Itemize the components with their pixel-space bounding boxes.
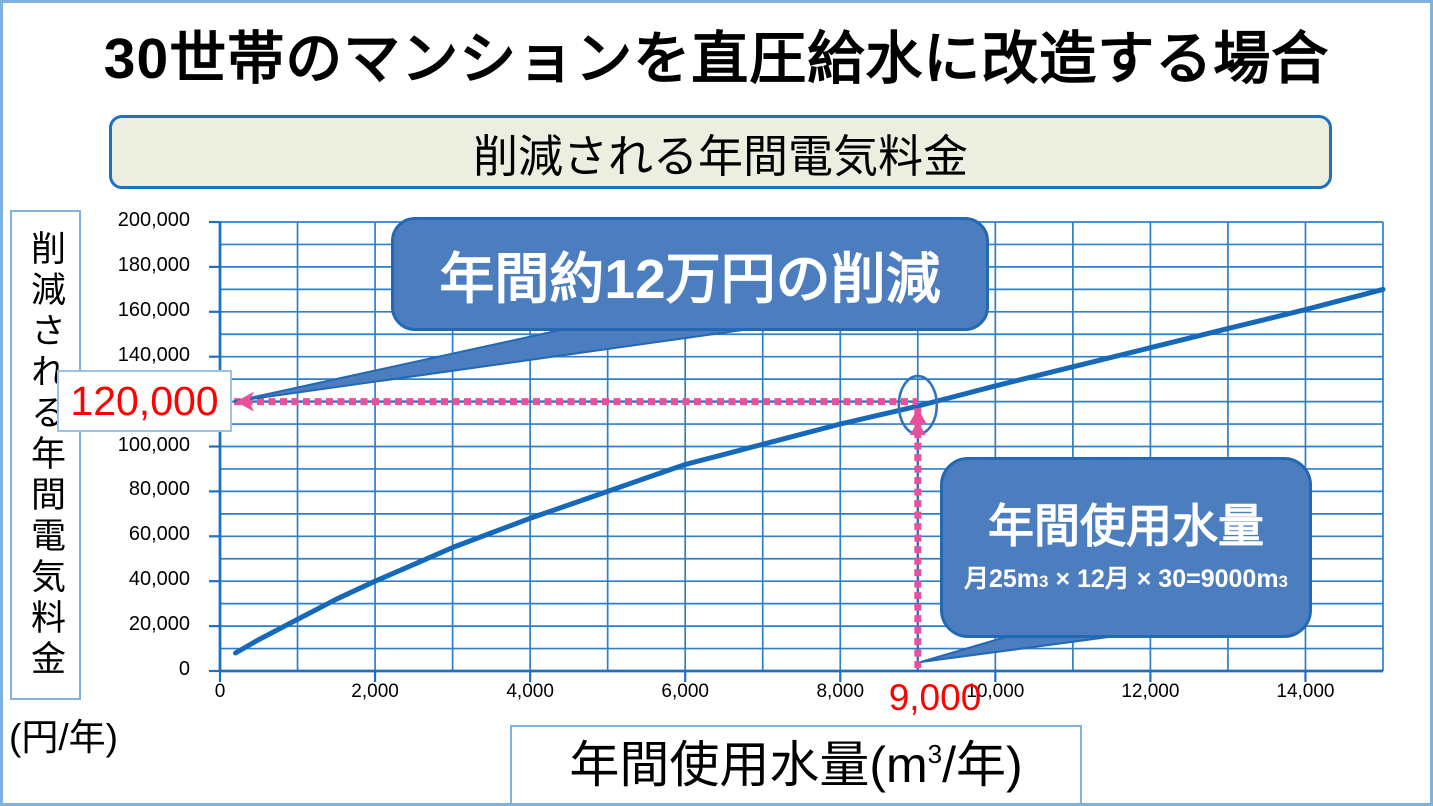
- saving-callout: 年間約12万円の削減: [391, 217, 989, 331]
- x-axis-label-box: 年間使用水量(m 3/年): [510, 725, 1082, 803]
- usage-value: 9,000: [888, 677, 982, 718]
- data-curve: [233, 286, 1386, 656]
- chart-title: 削減される年間電気料金: [472, 130, 968, 182]
- usage-callout-title: 年間使用水量: [988, 500, 1264, 553]
- chart-title-box: 削減される年間電気料金: [109, 115, 1332, 189]
- page-title: 30世帯のマンションを直圧給水に改造する場合: [103, 27, 1330, 91]
- formula-part: × 12月 × 30=9000m: [1048, 564, 1279, 593]
- x-axis-label: 年間使用水量(m: [569, 737, 928, 793]
- y-axis-label-box: 削減される年間電気料金: [10, 210, 81, 700]
- formula-part: 月25m: [963, 564, 1040, 593]
- x-axis-label-suffix: /年): [942, 737, 1023, 793]
- y-axis-label: 削減される年間電気料金: [26, 229, 65, 681]
- x-axis-label-sup: 3: [927, 739, 943, 769]
- saving-value-box: 120,000: [57, 370, 232, 432]
- formula-sub: 3: [1039, 571, 1049, 591]
- y-axis-unit: (円/年): [9, 717, 118, 758]
- formula-sub: 3: [1278, 571, 1289, 591]
- saving-value: 120,000: [70, 377, 219, 424]
- usage-callout-formula: 月25m3 × 12月 × 30=9000m3: [964, 559, 1288, 595]
- usage-callout: 年間使用水量 月25m3 × 12月 × 30=9000m3: [940, 457, 1312, 638]
- saving-callout-text: 年間約12万円の削減: [439, 248, 941, 310]
